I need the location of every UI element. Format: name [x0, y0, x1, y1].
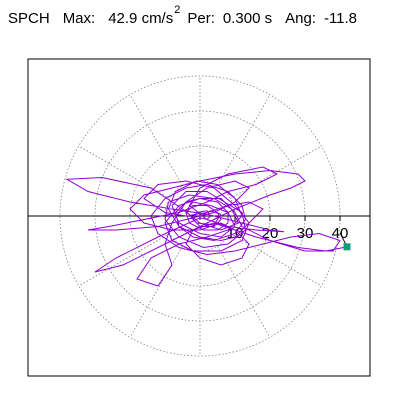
period-label: Per:: [187, 10, 215, 27]
period-value: 0.300 s: [222, 10, 273, 27]
max-marker: [343, 243, 351, 251]
motion-trace: [65, 166, 348, 287]
grid-spoke-330: [230, 233, 322, 287]
max-unit-exponent: 2: [174, 4, 181, 16]
grid-spoke-60: [217, 94, 271, 186]
grid-spoke-210: [78, 233, 170, 287]
grid-spoke-30: [230, 145, 322, 199]
tick-label-30: 30: [297, 225, 314, 242]
max-label: Max:: [62, 10, 96, 27]
grid-spoke-120: [129, 94, 183, 186]
angle-label: Ang:: [285, 10, 316, 27]
station-code: SPCH: [8, 10, 50, 27]
title-bar: SPCH Max: 42.9 cm/s2 Per: 0.300 s Ang: -11.8: [8, 4, 358, 40]
grid-spoke-240: [129, 246, 183, 338]
grid-spoke-150: [78, 145, 170, 199]
grid-spoke-300: [217, 246, 271, 338]
plot-frame: [27, 58, 371, 377]
max-value: 42.9 cm/s: [108, 10, 174, 27]
angle-value: -11.8: [323, 10, 358, 27]
